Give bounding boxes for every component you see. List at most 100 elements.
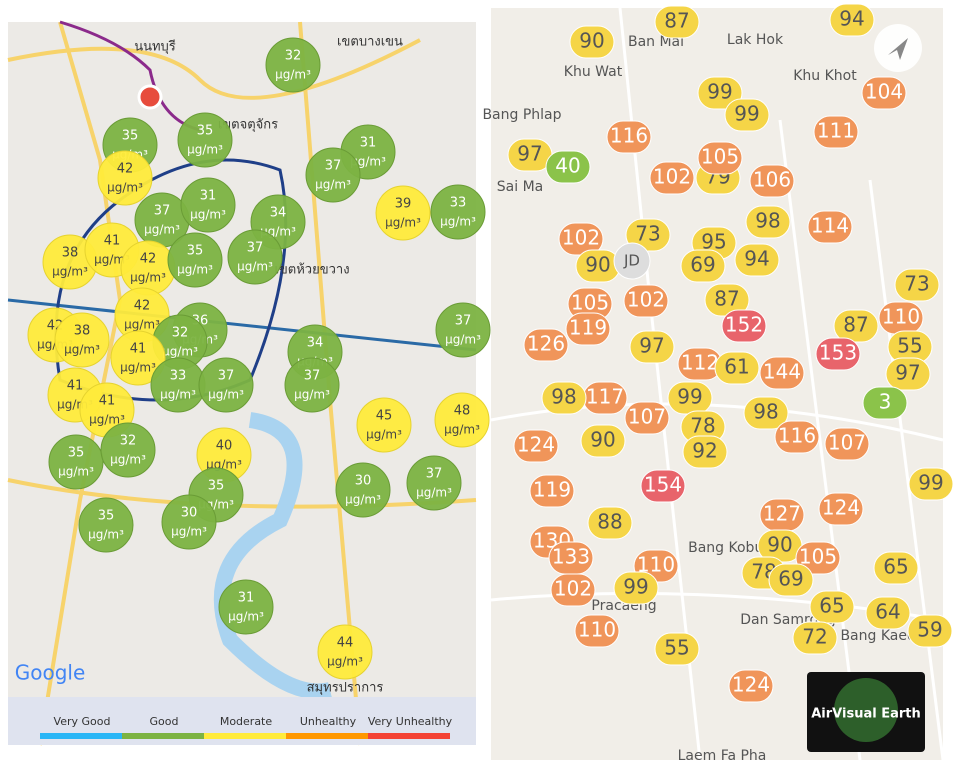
marker-value: 38 [74,324,91,339]
aqi-marker [550,573,596,607]
aqi-marker [434,392,490,448]
aqi-marker [714,351,760,385]
legend-swatch [122,733,204,739]
aqi-marker [862,386,908,420]
aqi-marker [565,312,611,346]
marker-value: 99 [623,575,648,599]
aqi-marker [724,98,770,132]
aqi-marker [97,150,153,206]
marker-value: 116 [610,124,648,148]
marker-value: 55 [664,636,689,660]
aqi-marker [569,25,615,59]
aqi-marker [885,357,931,391]
aqi-marker [768,563,814,597]
marker-value: 33 [450,196,467,211]
legend-swatch [368,733,450,739]
marker-unit: µg/m³ [110,453,146,467]
marker-value: 35 [122,129,139,144]
aqi-marker [523,328,569,362]
aqi-marker [749,164,795,198]
marker-value: 119 [533,478,571,502]
marker-value: 65 [883,555,908,579]
aqi-marker [545,150,591,184]
marker-value: 41 [130,342,147,357]
marker-value: 61 [724,355,749,379]
marker-value: 144 [763,360,801,384]
marker-value: 98 [755,209,780,233]
marker-value: 72 [802,625,827,649]
marker-value: 99 [734,102,759,126]
aqi-marker [218,579,274,635]
place-label: Lak Hok [727,32,784,48]
marker-value: 3 [879,390,892,414]
left-map: นนทบุรี เขตบางเขนเขตจตุจักรเขตห้วยขวางสมุ… [15,35,491,739]
marker-value: 104 [865,80,903,104]
marker-value: 124 [822,496,860,520]
marker-unit: µg/m³ [162,345,198,359]
place-label: Khu Wat [564,64,623,80]
marker-value: 40 [555,154,580,178]
marker-unit: µg/m³ [58,465,94,479]
aqi-marker [161,494,217,550]
marker-value: 153 [819,341,857,365]
marker-value: 55 [897,334,922,358]
aqi-marker [265,37,321,93]
marker-unit: µg/m³ [177,263,213,277]
aqi-marker [587,506,633,540]
marker-value: 37 [247,241,264,256]
marker-value: 35 [208,479,225,494]
aqi-marker [734,243,780,277]
marker-unit: µg/m³ [130,271,166,285]
aqi-marker [809,590,855,624]
aqi-marker [894,268,940,302]
marker-value: 48 [454,404,471,419]
marker-value: 78 [690,414,715,438]
marker-value: 127 [763,502,801,526]
marker-value: 110 [882,305,920,329]
marker-value: 87 [664,9,689,33]
marker-unit: µg/m³ [345,493,381,507]
marker-value: 59 [917,618,942,642]
aqi-marker [356,397,412,453]
aqi-marker [529,474,575,508]
aqi-marker [873,551,919,585]
aqi-marker [317,624,373,680]
marker-unit: µg/m³ [208,388,244,402]
aqi-marker [624,401,670,435]
marker-value: 94 [744,247,769,271]
legend-label: Very Unhealthy [368,715,453,728]
marker-value: 40 [216,439,233,454]
marker-value: 45 [376,409,393,424]
marker-value: 87 [714,287,739,311]
marker-value: 32 [285,49,302,64]
legend-label: Good [150,715,179,728]
aqi-marker [574,614,620,648]
aqi-marker [640,469,686,503]
aqi-marker [430,184,486,240]
marker-value: 102 [627,288,665,312]
aqi-marker [861,76,907,110]
aqi-marker [792,621,838,655]
marker-value: 105 [571,291,609,315]
marker-value: 105 [799,545,837,569]
aqi-marker [435,302,491,358]
aqi-marker [743,396,789,430]
marker-value: 41 [104,234,121,249]
aqi-marker [649,161,695,195]
place-label: Sai Ma [497,179,543,195]
aqi-marker [728,669,774,703]
place-label: นนทบุรี [134,39,176,55]
aqi-marker [824,427,870,461]
badge-title: AirVisual Earth [811,707,921,722]
station-label: JD [623,252,640,270]
aqi-marker [623,284,669,318]
place-label: Bang Phlap [482,107,561,123]
marker-unit: µg/m³ [350,155,386,169]
marker-unit: µg/m³ [416,486,452,500]
marker-value: 37 [325,159,342,174]
legend-swatch [40,733,122,739]
marker-value: 38 [62,246,79,261]
marker-value: 37 [218,369,235,384]
marker-unit: µg/m³ [228,610,264,624]
